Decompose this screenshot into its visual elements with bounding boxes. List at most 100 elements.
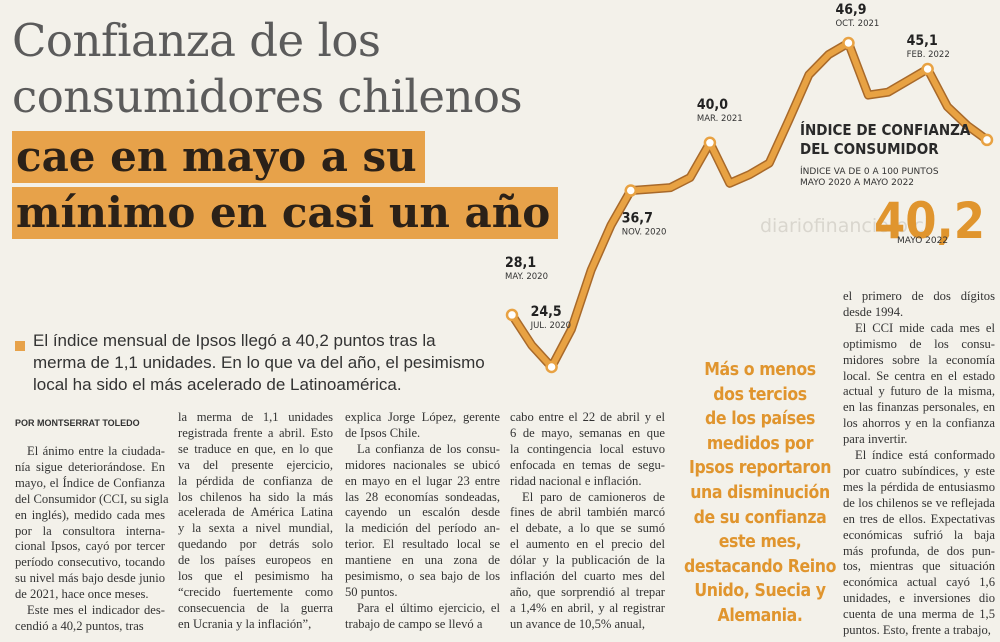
pull-quote-line: destacando Reino (683, 556, 837, 577)
text-line: la merma de 1,1 unidades (178, 410, 333, 424)
pull-quote-line: Ipsos reportaron (688, 458, 832, 479)
pull-quote: Más o menos dos tercios de los países medid… (665, 358, 855, 629)
headline-line: consumidores chilenos (12, 70, 523, 123)
text-line: cendió a 40,2 puntos, tras (15, 618, 144, 633)
text-line: explica Jorge López, gerente (345, 410, 500, 424)
text-line: período consecutivo, tocando (15, 555, 165, 570)
line (509, 40, 989, 370)
text-line: Este mes el indicador des- (27, 603, 165, 618)
text-line: nía sigue deteriorándose. En (15, 459, 165, 474)
text-line: dólar y la publicación de la (510, 553, 665, 568)
pull-quote-line: este mes, (718, 532, 802, 553)
text-line: va del presente ejercicio, (178, 457, 333, 472)
point (980, 133, 994, 147)
value-label: 28,1 (505, 255, 536, 271)
text-line: midores nacionales se ubicó (345, 457, 500, 472)
chart-subtitle: ÍNDICE VA DE 0 A 100 PUNTOS (800, 165, 939, 177)
pull-quote-line: Unido, Suecia y (694, 581, 826, 602)
highlight-value: 40,2 (874, 192, 985, 250)
text-line: para invertir. (843, 432, 908, 447)
chart-title: DEL CONSUMIDOR (800, 140, 939, 158)
text-line: de los países europeos en (178, 553, 333, 568)
point (921, 62, 934, 76)
text-line: la contingencia local estuvo (510, 441, 665, 456)
text-line: año, que sorprendió al trepar (510, 584, 665, 599)
text-line: 50 puntos. (345, 584, 398, 599)
text-column: explica Jorge López, gerente de Ipsos Chi… (345, 410, 500, 633)
text-line: pesimismo, o sea bajo de los (345, 569, 500, 584)
text-line: el aumento en el precio del (510, 537, 665, 552)
text-line: de los chilenos se ve reflejada (843, 495, 995, 510)
text-line: El ánimo entre la ciudada- (27, 444, 165, 458)
value-label: 40,0 (697, 97, 728, 113)
pull-quote-line: de los países (704, 409, 815, 430)
date-label: JUL. 2020 (530, 321, 572, 331)
date-label: NOV. 2020 (622, 228, 667, 238)
text-line: el primero de dos dígitos (843, 289, 995, 303)
date-label: MAY. 2020 (505, 272, 548, 282)
pull-quote-line: Más o menos (704, 360, 816, 380)
text-line: trabajo de campo se llevó a (345, 616, 483, 631)
text-line: desde 1994. (843, 304, 904, 319)
text-line: en inglés), medido cada mes (15, 507, 165, 522)
text-line: inflación del cuarto mes del (510, 569, 665, 584)
text-line: a 1,4% en abril, y al registrar (510, 600, 665, 615)
text-line: quedando por detrás solo (178, 537, 333, 552)
text-line: el debate, a lo que se sumó (510, 521, 665, 536)
lead-bullet (15, 341, 25, 351)
text-line: se traduce en que, en lo que (178, 441, 333, 456)
text-line: en mayo en el lugar 23 entre (345, 473, 500, 488)
lead: El índice mensual de Ipsos llegó a 40,2 … (33, 330, 485, 396)
text-column: el primero de dos dígitos desde 1994. El C… (843, 289, 995, 639)
text-line: más profunda, de dos pun- (843, 543, 995, 558)
text-line: midores sobre la economía (843, 352, 995, 367)
text-column: cabo entre el 22 de abril y el 6 de mayo,… (510, 410, 665, 633)
text-line: tos, mientras que situación (843, 559, 995, 574)
value-label: 45,1 (907, 33, 938, 49)
byline: POR MONTSERRAT TOLEDO (15, 418, 140, 428)
text-line: cabo entre el 22 de abril y el (510, 410, 665, 424)
text-line: optimismo de los consu- (843, 336, 995, 351)
text-line: mes la pérdida de entusiasmo (843, 479, 995, 494)
text-line: “crecido fuertemente como (178, 584, 333, 599)
text-line: puntos. Esto, frente a trabajo, (843, 623, 991, 638)
point (703, 136, 717, 150)
text-line: económicas sufrió la baja (843, 527, 995, 542)
text-line: registrada frente a abril. Esto (178, 425, 333, 440)
lead-line: merma de 1,1 unidades. En lo que va del … (33, 353, 485, 372)
text-line: las 28 economías sondeadas, (345, 489, 500, 504)
lead-line: El índice mensual de Ipsos llegó a 40,2 … (33, 331, 436, 350)
text-line: enfocada en temas de segu- (510, 457, 665, 472)
text-line: consecuencia de la guerra (178, 600, 333, 615)
chart-subtitle: MAYO 2020 A MAYO 2022 (800, 178, 914, 188)
text-line: su nivel más bajo desde junio (15, 571, 165, 586)
text-line: cayendo un escalón desde (345, 505, 500, 520)
text-line: los chilenos ha sido la más (178, 489, 333, 504)
text-line: por la consultora interna- (15, 523, 165, 538)
date-label: OCT. 2021 (835, 19, 879, 29)
pull-quote-line: una disminución (690, 482, 830, 503)
text-line: El índice está conformado (855, 448, 995, 463)
text-line: un avance de 10,5% anual, (510, 616, 645, 631)
text-line: en tres de ellos. Expectativas (843, 511, 995, 526)
text-line: ridad nacional e inflación. (510, 473, 642, 488)
value-label: 24,5 (531, 304, 562, 320)
text-line: en las finanzas personales, en (843, 400, 995, 415)
date-label: MAR. 2021 (697, 114, 743, 124)
text-line: económica actual cayó 1,6 (843, 575, 995, 590)
text-line: La confianza de los consu- (357, 441, 500, 456)
point (842, 36, 855, 50)
value-label: 46,9 (835, 2, 866, 18)
text-line: cional Ipsos, cayó por tercer (15, 539, 165, 554)
text-line: acelerada de América Latina (178, 505, 333, 520)
text-line: de Ipsos Chile. (345, 425, 421, 440)
pull-quote-line: Alemania. (717, 605, 803, 626)
text-line: mayo, el Índice de Confianza (15, 475, 165, 490)
text-column: El ánimo entre la ciudada-nía sigue dete… (15, 444, 169, 635)
headline-line: Confianza de los (12, 14, 381, 67)
highlight-date: MAYO 2022 (897, 236, 948, 246)
text-line: actual y futuro de la misma, (843, 384, 995, 399)
point (624, 184, 637, 197)
